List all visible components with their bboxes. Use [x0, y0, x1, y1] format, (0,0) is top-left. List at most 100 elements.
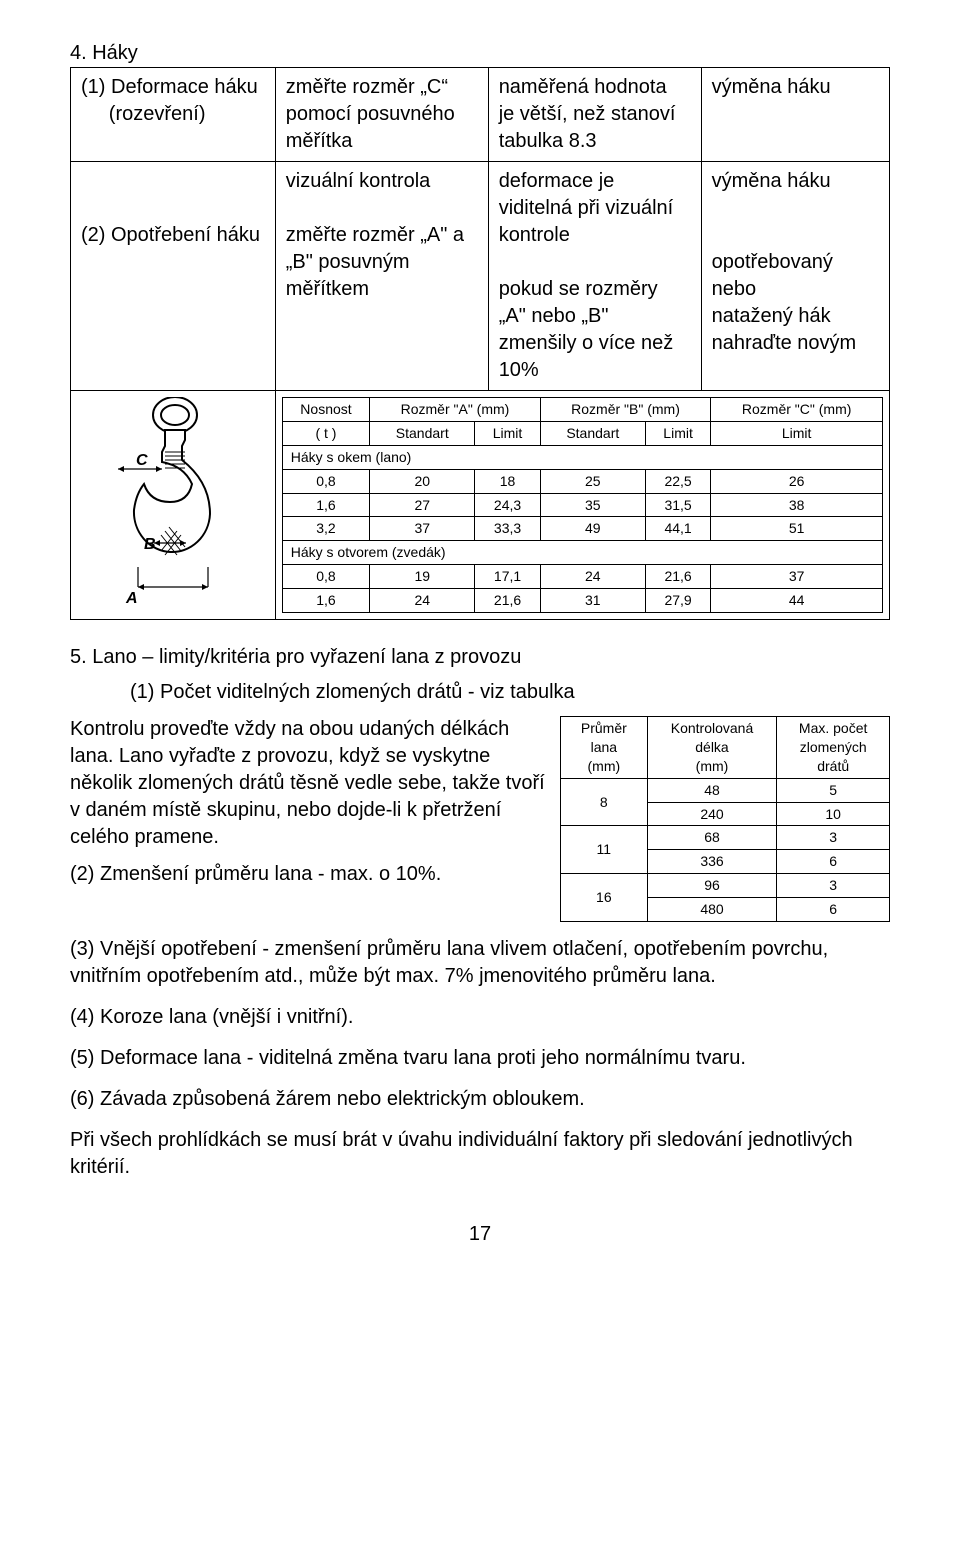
- td: 21,6: [475, 589, 540, 613]
- text: změřte rozměr „A" a: [286, 224, 464, 246]
- item-1: (1) Počet viditelných zlomených drátů - …: [130, 679, 890, 706]
- td: 3,2: [282, 517, 369, 541]
- td: 68: [647, 826, 777, 850]
- text: tabulka 8.3: [499, 130, 597, 152]
- td: 24: [540, 565, 645, 589]
- th: ( t ): [282, 421, 369, 445]
- spec-table: Nosnost Rozměr "A" (mm) Rozměr "B" (mm) …: [282, 397, 883, 613]
- text: (mm): [696, 758, 729, 774]
- section-4-title: 4. Háky: [70, 40, 890, 67]
- text: Max. počet: [799, 720, 867, 736]
- th: Rozměr "A" (mm): [370, 398, 541, 422]
- td: 96: [647, 874, 777, 898]
- text: výměna háku: [712, 170, 831, 192]
- row1-col2: změřte rozměr „C“ pomocí posuvného měřít…: [275, 68, 488, 162]
- text: zmenšily o více než: [499, 332, 674, 354]
- th: Limit: [645, 421, 710, 445]
- text: „A" nebo „B": [499, 305, 609, 327]
- td: 0,8: [282, 565, 369, 589]
- td: 37: [370, 517, 475, 541]
- th: Rozměr "C" (mm): [711, 398, 883, 422]
- td: 27,9: [645, 589, 710, 613]
- spec-table-cell: Nosnost Rozměr "A" (mm) Rozměr "B" (mm) …: [275, 391, 889, 620]
- th: Standart: [540, 421, 645, 445]
- td: 8: [561, 778, 648, 826]
- td: 44: [711, 589, 883, 613]
- text: deformace je: [499, 170, 615, 192]
- text: opotřebovaný nebo: [712, 251, 833, 300]
- item-6: (6) Závada způsobená žárem nebo elektric…: [70, 1086, 890, 1113]
- td: 35: [540, 493, 645, 517]
- td: 37: [711, 565, 883, 589]
- td: 3: [777, 826, 890, 850]
- text: zlomených drátů: [800, 739, 867, 774]
- hooks-table: (1) Deformace háku (rozevření) změřte ro…: [70, 67, 890, 620]
- text: výměna háku: [712, 76, 831, 98]
- td: 48: [647, 778, 777, 802]
- label-a: A: [125, 590, 138, 607]
- th: Nosnost: [282, 398, 369, 422]
- td: 31: [540, 589, 645, 613]
- text: Kontrolovaná délka: [671, 720, 754, 755]
- text: vizuální kontrola: [286, 170, 431, 192]
- td: 44,1: [645, 517, 710, 541]
- text: měřítkem: [286, 278, 369, 300]
- td: 6: [777, 850, 890, 874]
- td: 10: [777, 802, 890, 826]
- td: 33,3: [475, 517, 540, 541]
- text: pokud se rozměry: [499, 278, 658, 300]
- td: 5: [777, 778, 890, 802]
- th: Standart: [370, 421, 475, 445]
- item-5: (5) Deformace lana - viditelná změna tva…: [70, 1045, 890, 1072]
- text: nahraďte novým: [712, 332, 857, 354]
- item-3: (3) Vnější opotřebení - zmenšení průměru…: [70, 936, 890, 990]
- section5-body: Kontrolu proveďte vždy na obou udaných d…: [70, 716, 546, 851]
- td: 18: [475, 469, 540, 493]
- text: natažený hák: [712, 305, 831, 327]
- td: 24,3: [475, 493, 540, 517]
- text: (mm): [588, 758, 621, 774]
- text: kontrole: [499, 224, 570, 246]
- group-label: Háky s otvorem (zvedák): [282, 541, 882, 565]
- td: 27: [370, 493, 475, 517]
- th: Rozměr "B" (mm): [540, 398, 711, 422]
- closing: Při všech prohlídkách se musí brát v úva…: [70, 1127, 890, 1181]
- td: 17,1: [475, 565, 540, 589]
- td: 22,5: [645, 469, 710, 493]
- text: (rozevření): [109, 103, 206, 125]
- td: 480: [647, 898, 777, 922]
- label-c: C: [136, 452, 148, 469]
- text: 10%: [499, 359, 539, 381]
- row1-col4: výměna háku: [701, 68, 889, 162]
- td: 11: [561, 826, 648, 874]
- th: Limit: [475, 421, 540, 445]
- td: 6: [777, 898, 890, 922]
- td: 31,5: [645, 493, 710, 517]
- label-b: B: [144, 536, 156, 553]
- item-4: (4) Koroze lana (vnější i vnitřní).: [70, 1004, 890, 1031]
- text: naměřená hodnota: [499, 76, 667, 98]
- hook-diagram-cell: C B A: [71, 391, 276, 620]
- page-number: 17: [70, 1221, 890, 1248]
- td: 1,6: [282, 589, 369, 613]
- text: je větší, než stanoví: [499, 103, 676, 125]
- td: 16: [561, 874, 648, 922]
- section-5-title: 5. Lano – limity/kritéria pro vyřazení l…: [70, 644, 890, 671]
- th: Limit: [711, 421, 883, 445]
- td: 21,6: [645, 565, 710, 589]
- td: 25: [540, 469, 645, 493]
- text: (2) Opotřebení háku: [81, 224, 260, 246]
- item-2: (2) Zmenšení průměru lana - max. o 10%.: [70, 861, 546, 888]
- row2-col3: deformace je viditelná při vizuální kont…: [488, 162, 701, 391]
- td: 49: [540, 517, 645, 541]
- td: 20: [370, 469, 475, 493]
- row1-col3: naměřená hodnota je větší, než stanoví t…: [488, 68, 701, 162]
- th: Kontrolovaná délka (mm): [647, 717, 777, 779]
- hook-diagram: C B A: [98, 397, 248, 607]
- th: Průměr lana (mm): [561, 717, 648, 779]
- text: Průměr lana: [581, 720, 627, 755]
- text: měřítka: [286, 130, 353, 152]
- row1-col1: (1) Deformace háku (rozevření): [71, 68, 276, 162]
- td: 336: [647, 850, 777, 874]
- group-label: Háky s okem (lano): [282, 445, 882, 469]
